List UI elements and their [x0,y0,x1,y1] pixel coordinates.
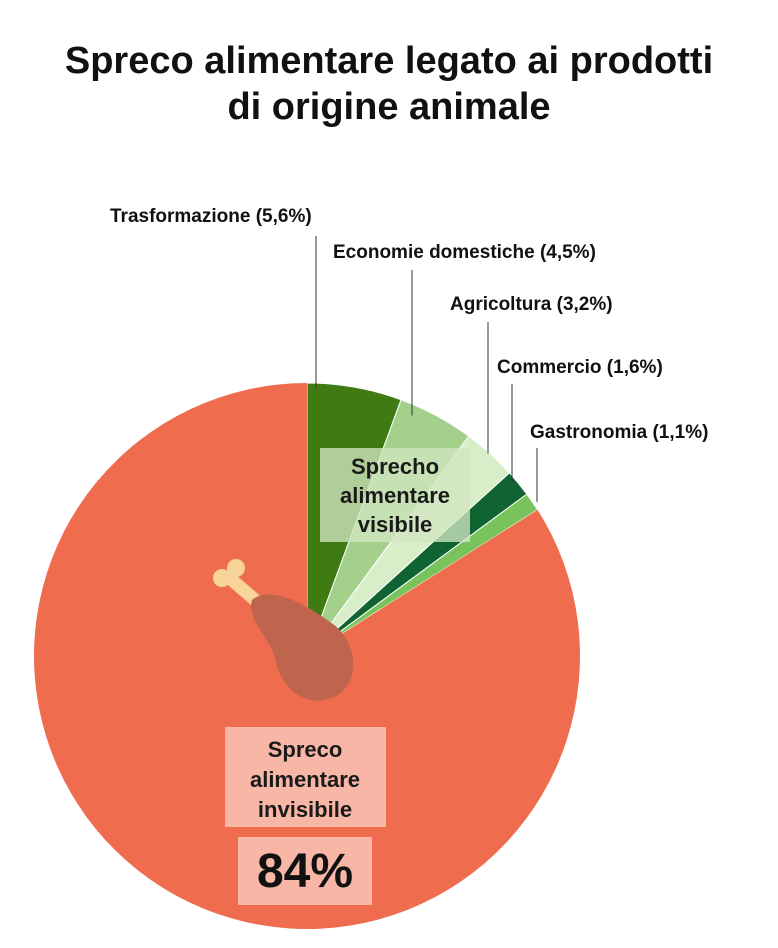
invisible-waste-line-3: invisibile [258,797,352,822]
drumstick-icon [213,559,354,701]
chart-title-line-2: di origine animale [227,86,551,128]
invisible-waste-line-1: Spreco [268,737,343,762]
visible-waste-line-2: alimentare [340,483,450,508]
slice-label-2: Economie domestiche (4,5%) [333,242,596,263]
chart-title: Spreco alimentare legato ai prodotti di … [0,38,778,130]
slice-label-1: Trasformazione (5,6%) [110,206,312,227]
leader-lines [315,236,538,502]
invisible-waste-value-bg [238,837,372,905]
invisible-waste-line-2: alimentare [250,767,360,792]
drumstick-bone-knob-1 [213,569,231,587]
invisible-waste-box-bg [225,727,386,827]
pie-slice-5 [306,493,539,657]
invisible-waste-box: Spreco alimentare invisibile 84% [225,727,386,905]
slice-label-4: Commercio (1,6%) [497,357,663,378]
visible-waste-box-bg [320,448,470,542]
invisible-waste-value: 84% [257,845,353,898]
slice-label-5: Gastronomia (1,1%) [530,422,708,443]
slice-labels: Trasformazione (5,6%) Economie domestiche… [110,206,708,443]
chart-title-line-1: Spreco alimentare legato ai prodotti [64,40,714,82]
drumstick-bone-knob-2 [227,559,245,577]
visible-waste-line-1: Sprecho [351,454,439,479]
slice-label-3: Agricoltura (3,2%) [450,294,613,315]
visible-waste-box: Sprecho alimentare visibile [320,448,470,542]
drumstick-meat [251,594,354,701]
visible-waste-line-3: visibile [358,512,433,537]
